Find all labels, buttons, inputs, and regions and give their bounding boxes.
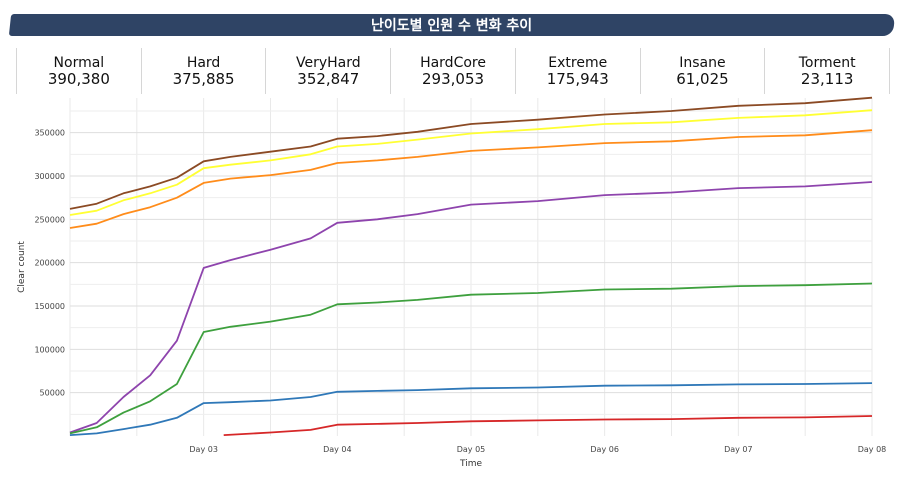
series-line-4 xyxy=(69,282,873,435)
stat-value: 352,847 xyxy=(297,69,360,88)
stat-2: VeryHard 352,847 xyxy=(265,48,390,94)
stat-name: Hard xyxy=(186,54,221,71)
difficulty-summary: Normal 390,380 Hard 375,885 VeryHard 352,847 H… xyxy=(16,48,891,94)
stat-value: 23,113 xyxy=(800,69,854,88)
stat-name: Torment xyxy=(798,54,856,71)
stat-name: Insane xyxy=(679,54,726,71)
stat-name: VeryHard xyxy=(295,54,361,71)
stat-value: 293,053 xyxy=(422,69,485,88)
y-axis-label: Clear count xyxy=(17,241,27,293)
x-tick-label: Day 05 xyxy=(457,445,486,454)
stat-value: 375,885 xyxy=(172,69,235,88)
stat-value: 390,380 xyxy=(47,69,110,88)
series-line-6 xyxy=(223,415,873,436)
y-tick-label: 350000 xyxy=(34,129,65,138)
stat-name: Extreme xyxy=(548,54,608,71)
x-tick-label: Day 06 xyxy=(590,445,619,454)
stat-name: Normal xyxy=(53,54,105,71)
y-tick-label: 50000 xyxy=(40,389,65,398)
series-line-1 xyxy=(69,109,873,216)
stat-0: Normal 390,380 xyxy=(16,48,141,94)
series-line-0 xyxy=(69,96,873,210)
y-tick-label: 150000 xyxy=(34,302,65,311)
stat-value: 61,025 xyxy=(676,69,729,88)
stat-value: 175,943 xyxy=(546,69,609,88)
stat-5: Insane 61,025 xyxy=(639,48,765,94)
y-tick-label: 250000 xyxy=(34,215,65,224)
stat-4: Extreme 175,943 xyxy=(514,48,640,94)
x-axis-label: Time xyxy=(459,459,482,469)
x-tick-label: Day 07 xyxy=(724,445,753,454)
y-tick-label: 100000 xyxy=(34,345,65,354)
series-line-5 xyxy=(69,382,873,436)
x-tick-label: Day 08 xyxy=(858,445,887,454)
y-tick-label: 200000 xyxy=(34,259,65,268)
series-line-3 xyxy=(69,181,873,434)
stat-3: HardCore 293,053 xyxy=(390,48,515,94)
series-line-2 xyxy=(69,129,873,229)
stat-6: Torment 23,113 xyxy=(764,48,891,94)
stat-name: HardCore xyxy=(420,54,486,71)
stat-1: Hard 375,885 xyxy=(140,48,266,94)
y-tick-label: 300000 xyxy=(34,172,65,181)
x-tick-label: Day 03 xyxy=(189,445,218,454)
x-tick-label: Day 04 xyxy=(323,445,352,454)
